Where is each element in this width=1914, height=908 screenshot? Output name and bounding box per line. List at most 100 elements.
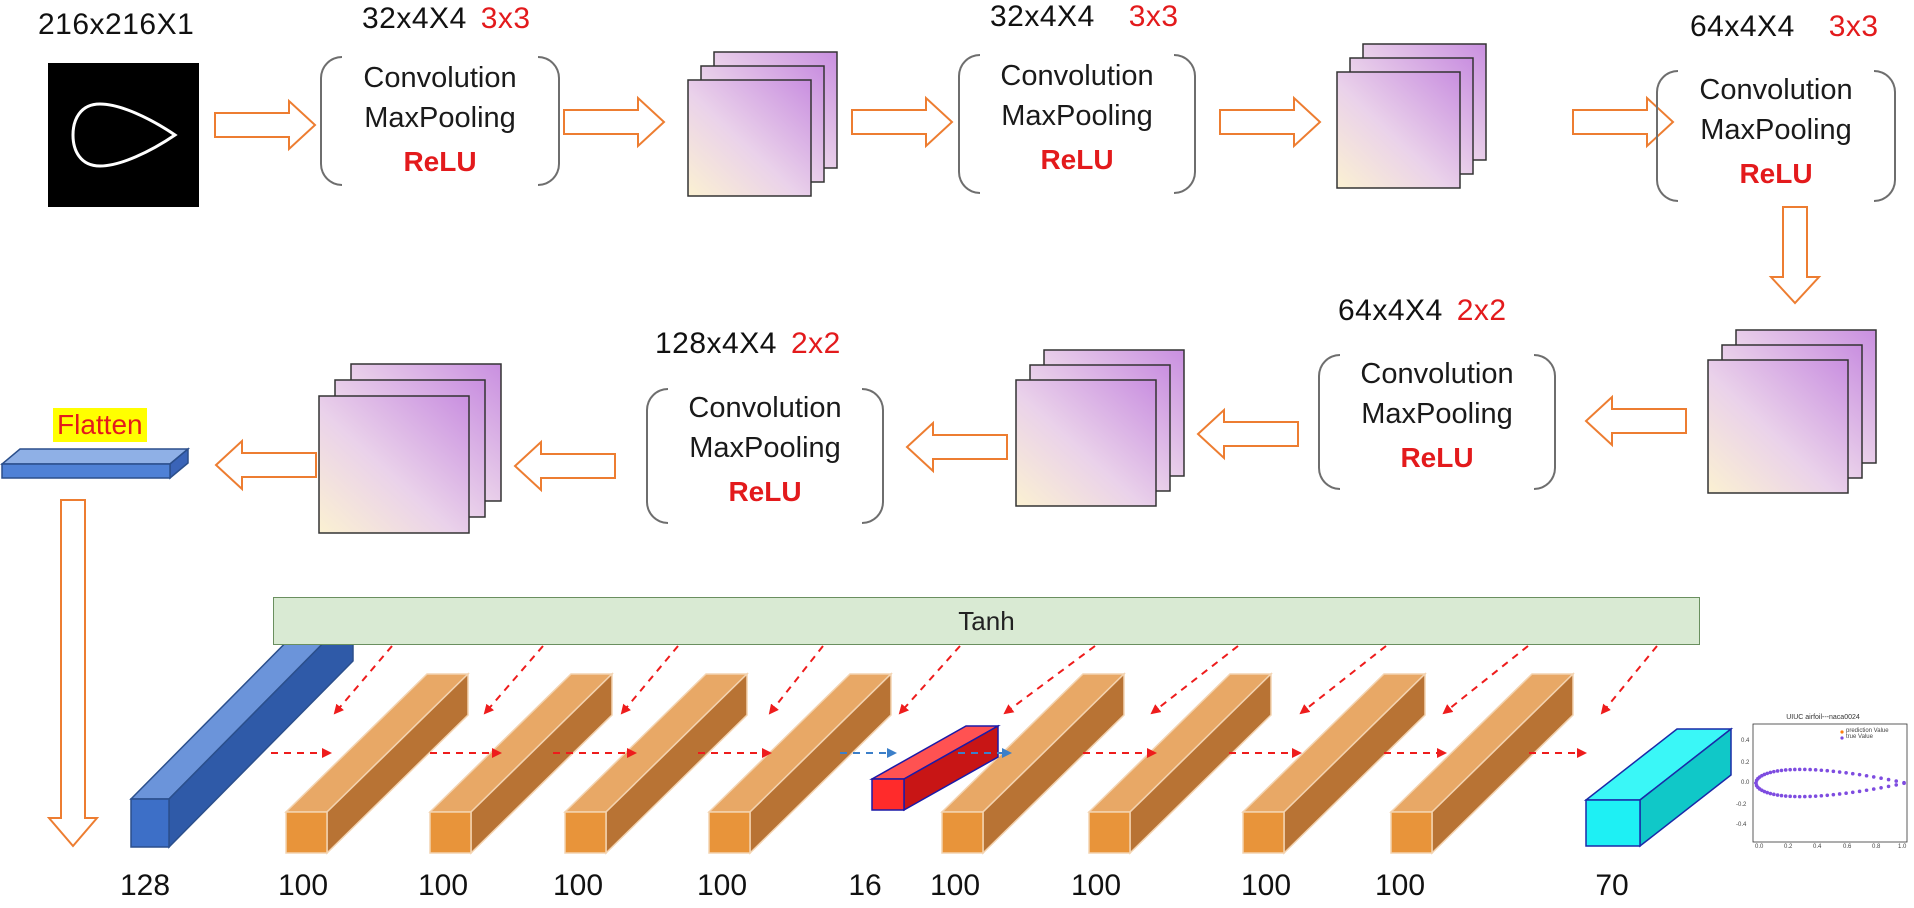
airfoil-point [1783,794,1788,798]
conv-block-3: Convolution MaxPooling ReLU [1656,70,1896,202]
airfoil-point [1775,793,1780,797]
airfoil-point [1813,768,1818,772]
airfoil-point [1857,789,1862,794]
dashed-arrow [1299,645,1387,715]
conv-block-5: Convolution MaxPooling ReLU [646,388,884,524]
conv1-kernel: 3x3 [480,2,531,35]
input-layer-prism-front [130,798,170,848]
airfoil-point [1765,771,1770,776]
airfoil-point [1871,775,1876,779]
tanh-bar: Tanh [273,597,1700,645]
conv5-line-convolution: Convolution [688,392,842,424]
conv3-line-maxpooling: MaxPooling [1700,114,1852,146]
airfoil-point [1779,768,1784,773]
hollow-arrow-left [1196,407,1299,461]
dense-layer-prism-2 [428,672,614,855]
airfoil-point [1808,794,1812,799]
conv4-line-relu: ReLU [1400,442,1474,473]
feature-map-stack-5 [318,363,502,534]
plot-ytick: -0.2 [1736,802,1747,808]
airfoil-point [1797,767,1802,772]
conv1-line-relu: ReLU [403,146,477,177]
conv4-size-label: 64x4X4 2x2 [1338,294,1507,327]
layer-size-label: 100 [277,869,329,902]
dashed-arrow [1600,645,1658,715]
flatten-label: Flatten [53,408,147,442]
hollow-arrow-left [214,438,317,492]
airfoil-point [1831,769,1836,774]
feature-map-stack-1 [687,51,838,197]
plot-canvas [1752,723,1908,843]
airfoil-point [1762,772,1767,777]
airfoil-point [1864,773,1869,778]
dense-layer-prism-5 [940,672,1126,855]
dashed-arrow [1442,645,1529,715]
airfoil-point [1886,784,1891,789]
flatten-bar [0,447,191,480]
dashed-arrow [1003,645,1096,715]
output-layer-prism-front [1585,799,1641,847]
output-layer-prism [1583,727,1734,848]
input-size-label: 216x216X1 [38,8,195,41]
dashed-arrow [333,645,393,715]
feature-map-stack-4 [1015,349,1185,507]
airfoil-point [1768,791,1773,796]
airfoil-point [1762,789,1767,794]
plot-ytick: 0.2 [1741,760,1750,766]
airfoil-point [1902,781,1906,786]
airfoil-point [1797,794,1802,799]
plot-ytick: 0.4 [1741,738,1750,744]
conv3-line-convolution: Convolution [1699,74,1853,106]
conv5-kernel: 2x2 [790,327,841,360]
dense-layer-prism-4-front [708,811,751,854]
airfoil-point [1894,779,1899,783]
dashed-arrow [898,645,961,715]
layer-size-label: 70 [1595,869,1629,902]
input-image [48,63,199,207]
layer-size-label: 100 [1374,869,1426,902]
conv4-kernel: 2x2 [1456,294,1507,327]
conv1-line-maxpooling: MaxPooling [364,102,516,134]
airfoil-point [1857,772,1862,777]
airfoil-point [1850,790,1855,795]
airfoil-point [1825,768,1830,773]
airfoil-point [1837,792,1842,796]
plot-xtick: 1.0 [1898,844,1907,850]
conv2-line-relu: ReLU [1040,144,1114,175]
dense-layer-prism-5-front [941,811,984,854]
feature-map-stack-2 [1336,43,1487,189]
bottleneck-prism [869,724,1001,812]
flatten-down-arrow [46,499,100,848]
dashed-arrow [483,645,544,715]
dense-layer-prism-8-front [1390,811,1433,854]
dense-layers [129,611,1734,855]
conv5-line-maxpooling: MaxPooling [689,432,841,464]
conv4-line-maxpooling: MaxPooling [1361,398,1513,430]
hollow-arrow-right [214,98,317,152]
airfoil-point [1864,788,1869,793]
airfoil-point [1788,794,1792,799]
airfoil-point [1825,793,1830,798]
legend-prediction: prediction Value [1846,728,1889,734]
flow-arrows [46,95,1822,848]
dense-layer-prism-7 [1241,672,1427,855]
conv2-line-maxpooling: MaxPooling [1001,100,1153,132]
dense-layer-prism-7-front [1242,811,1285,854]
airfoil-point [1850,771,1855,776]
layer-size-label: 128 [119,869,171,902]
airfoil-point [1775,769,1780,773]
layer-size-label: 100 [1240,869,1292,902]
layer-size-label: 100 [929,869,981,902]
airfoil-point [1779,793,1784,798]
airfoil-point [1765,790,1770,795]
hollow-arrow-left [513,439,616,493]
layer-size-label: 100 [417,869,469,902]
output-airfoil-plot: UIUC airfoil---naca0024 prediction Value… [1735,714,1911,856]
dashed-arrow [768,645,824,715]
feature-map-stack-3 [1707,329,1877,494]
dashed-arrow [620,645,679,715]
plot-xtick: 0.0 [1755,844,1764,850]
airfoil-point [1793,767,1797,772]
hollow-arrow-down [1768,206,1822,305]
dashed-arrow [1150,645,1239,715]
